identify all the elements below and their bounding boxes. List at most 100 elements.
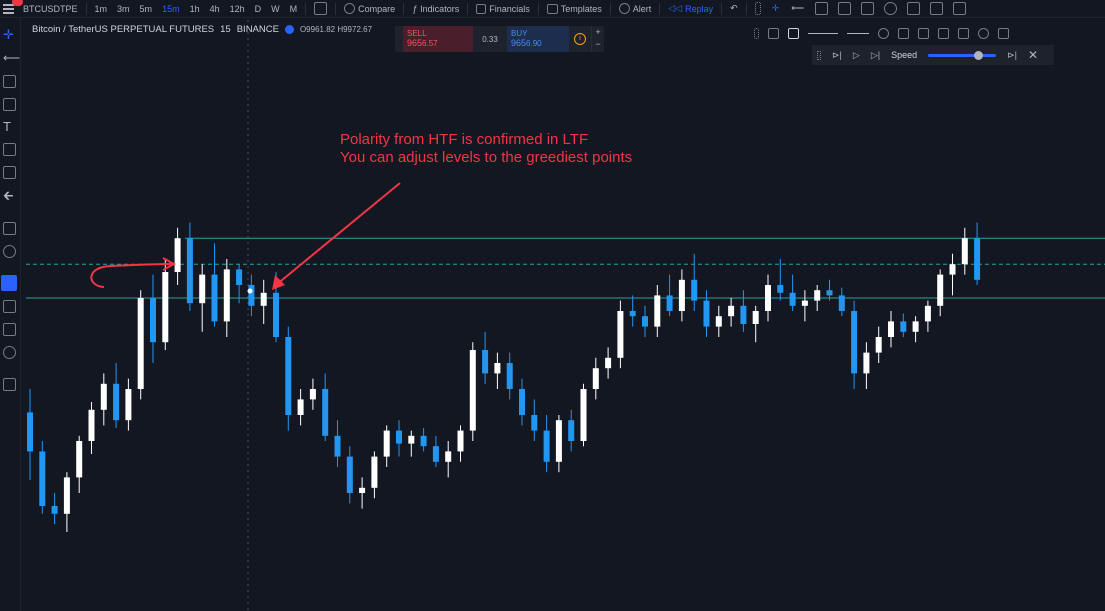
interval-3m[interactable]: 3m bbox=[112, 4, 135, 14]
indicators-label: Indicators bbox=[420, 3, 460, 14]
horizontal-line-icon[interactable]: ⟵ bbox=[3, 51, 21, 65]
pattern-tool-icon[interactable] bbox=[861, 2, 875, 15]
templates-icon bbox=[546, 3, 558, 14]
replay-button[interactable]: ◁◁ Replay bbox=[663, 3, 718, 14]
compare-button[interactable]: Compare bbox=[339, 3, 400, 14]
templates-button[interactable]: Templates bbox=[542, 3, 607, 14]
lock-icon[interactable] bbox=[958, 27, 969, 39]
trash-icon[interactable] bbox=[3, 378, 16, 391]
interval-12h[interactable]: 12h bbox=[225, 4, 250, 14]
trend-tools-icon[interactable] bbox=[3, 75, 16, 88]
compare-label: Compare bbox=[358, 3, 396, 14]
back-arrow-icon[interactable]: 🡰 bbox=[3, 188, 14, 203]
info-button[interactable]: i bbox=[569, 26, 591, 52]
candle-body bbox=[137, 298, 144, 389]
settings-icon[interactable] bbox=[878, 27, 889, 39]
interval-1h[interactable]: 1h bbox=[185, 4, 205, 14]
pattern-tools-icon[interactable] bbox=[3, 143, 16, 156]
stay-in-drawing-icon[interactable] bbox=[3, 300, 16, 313]
delete-icon[interactable] bbox=[998, 27, 1009, 39]
clone-icon[interactable] bbox=[938, 27, 949, 39]
lock-icon[interactable] bbox=[3, 323, 16, 336]
sell-button[interactable]: SELL 9656.57 bbox=[403, 26, 473, 52]
minus-icon[interactable]: − bbox=[595, 39, 601, 49]
candle-body bbox=[432, 446, 439, 462]
undo-button[interactable]: ↶ bbox=[725, 3, 743, 14]
candle-body bbox=[789, 292, 796, 306]
legend-exchange: BINANCE bbox=[236, 24, 279, 35]
line-width-selector[interactable] bbox=[808, 32, 838, 34]
candle-body bbox=[937, 274, 944, 306]
interval-m[interactable]: M bbox=[285, 4, 303, 14]
candle-body bbox=[297, 399, 304, 415]
undo-icon: ↶ bbox=[730, 3, 738, 13]
legend-ohlc: O9961.82 H9972.67 bbox=[299, 25, 373, 34]
interval-15m[interactable]: 15m bbox=[157, 4, 185, 14]
comment-tool-icon[interactable] bbox=[907, 2, 921, 15]
pitchfork-tool-icon[interactable] bbox=[838, 2, 852, 15]
trend-line-tool-icon[interactable] bbox=[815, 2, 829, 15]
indicators-button[interactable]: ƒ Indicators bbox=[407, 4, 464, 14]
candle-body bbox=[309, 389, 316, 400]
candle-type-icon[interactable] bbox=[314, 2, 328, 15]
replay-label: Replay bbox=[685, 3, 714, 14]
candle-body bbox=[408, 435, 415, 444]
crosshair-icon[interactable]: ✛ bbox=[3, 27, 14, 42]
fib-tools-icon[interactable] bbox=[3, 98, 16, 111]
buy-button[interactable]: BUY 9656.90 bbox=[507, 26, 569, 52]
candle-body bbox=[949, 264, 956, 275]
text-tool-icon[interactable]: T bbox=[3, 119, 11, 134]
step-forward-icon[interactable]: ▷| bbox=[870, 49, 881, 60]
play-icon[interactable]: ▷ bbox=[852, 49, 860, 60]
candle-body bbox=[666, 295, 673, 311]
grip-icon[interactable] bbox=[817, 50, 821, 60]
alarm-clock-icon bbox=[618, 3, 630, 14]
sell-label: SELL bbox=[407, 29, 427, 38]
eye-icon[interactable] bbox=[3, 346, 16, 359]
grip-icon[interactable] bbox=[754, 27, 759, 39]
candle-body bbox=[457, 430, 464, 452]
horizontal-line-tool-icon[interactable]: ⟵ bbox=[791, 3, 805, 13]
crosshair-tool-icon[interactable]: ✛ bbox=[771, 3, 780, 13]
zoom-icon[interactable] bbox=[3, 245, 16, 258]
financials-button[interactable]: Financials bbox=[471, 3, 535, 14]
alert-button[interactable]: Alert bbox=[614, 3, 657, 14]
arrow-down-tool-icon[interactable] bbox=[930, 2, 944, 15]
select-bar-icon[interactable]: ⊳| bbox=[832, 49, 842, 60]
grip-icon[interactable] bbox=[754, 2, 761, 15]
interval-w[interactable]: W bbox=[266, 4, 285, 14]
prediction-tools-icon[interactable] bbox=[3, 166, 16, 179]
top-toolbar: BTCUSDTPE 1m 3m 5m 15m 1h 4h 12h D W M C… bbox=[0, 0, 1105, 18]
speed-slider-knob[interactable] bbox=[974, 50, 984, 60]
interval-5m[interactable]: 5m bbox=[135, 4, 158, 14]
jump-to-realtime-icon[interactable]: ⊳| bbox=[1007, 49, 1017, 60]
ruler-icon[interactable] bbox=[3, 222, 16, 235]
visibility-icon[interactable] bbox=[918, 27, 929, 39]
quantity-stepper[interactable]: + − bbox=[591, 26, 604, 52]
line-style-selector[interactable] bbox=[847, 32, 869, 34]
candle-body bbox=[420, 435, 427, 447]
candle-body bbox=[555, 420, 562, 462]
menu-icon[interactable] bbox=[0, 0, 23, 17]
spread-value: 0.33 bbox=[473, 26, 507, 52]
measure-tool-icon[interactable] bbox=[953, 2, 967, 15]
magnet-icon[interactable] bbox=[1, 275, 17, 291]
candle-body bbox=[715, 316, 722, 327]
line-color-icon[interactable] bbox=[788, 27, 799, 39]
alert-add-icon[interactable] bbox=[898, 27, 909, 39]
candle-body bbox=[371, 456, 378, 488]
close-icon[interactable]: ✕ bbox=[1028, 48, 1039, 62]
eye-icon[interactable] bbox=[978, 27, 989, 39]
annotation-line-1: Polarity from HTF is confirmed in LTF bbox=[340, 131, 589, 148]
pin-tool-icon[interactable] bbox=[884, 2, 898, 15]
plus-icon[interactable]: + bbox=[595, 27, 601, 37]
speed-slider[interactable] bbox=[928, 50, 997, 60]
interval-4h[interactable]: 4h bbox=[205, 4, 225, 14]
interval-1m[interactable]: 1m bbox=[90, 4, 113, 14]
candle-body bbox=[186, 238, 193, 304]
template-icon[interactable] bbox=[768, 27, 779, 39]
interval-d[interactable]: D bbox=[250, 4, 267, 14]
drag-handle[interactable] bbox=[395, 26, 403, 52]
symbol-search-button[interactable]: BTCUSDTPE bbox=[18, 4, 83, 14]
